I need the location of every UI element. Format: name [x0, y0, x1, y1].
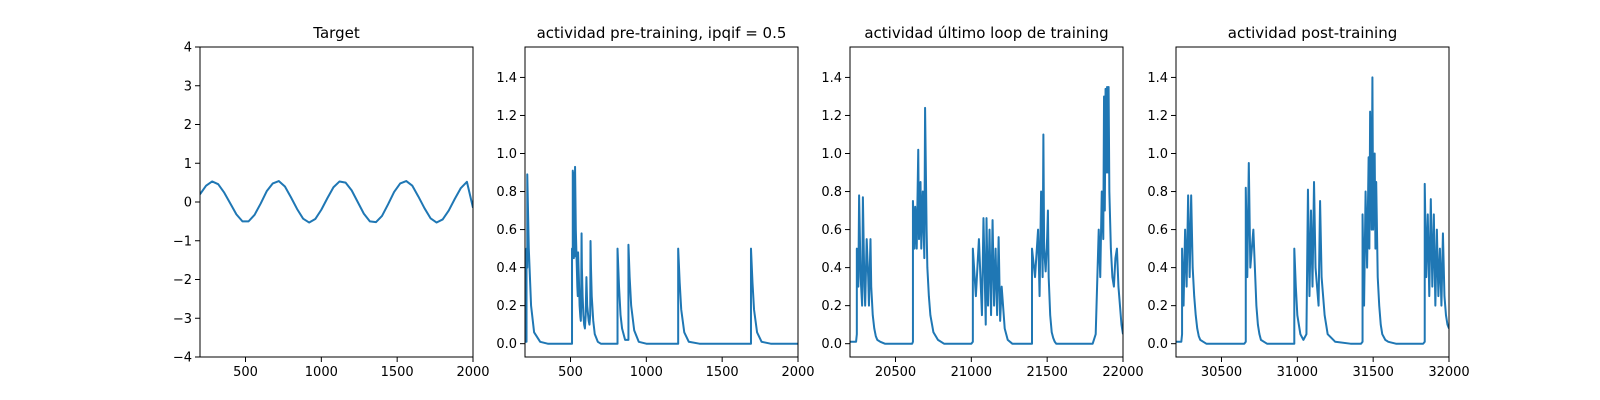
y-tick-label: −1	[173, 234, 192, 249]
x-tick-label: 20500	[875, 365, 916, 380]
y-tick-label: −4	[173, 351, 192, 366]
panel-title: Target	[312, 24, 360, 42]
panel-pre-training: actividad pre-training, ipqif = 0.5 500 1…	[496, 24, 814, 380]
y-tick-label: 0.0	[821, 337, 842, 352]
y-tick-label: 0.6	[496, 223, 517, 238]
y-tick-label: 1.4	[496, 71, 517, 86]
y-tick-label: 0.8	[496, 185, 517, 200]
y-tick-label: 0.6	[1147, 223, 1168, 238]
y-tick-label: 0.8	[1147, 185, 1168, 200]
x-tick-label: 22000	[1102, 365, 1143, 380]
y-tick-label: 0.8	[821, 185, 842, 200]
series-line	[525, 165, 798, 345]
x-tick-label: 2000	[781, 365, 814, 380]
axes-frame	[199, 46, 474, 358]
y-tick-label: 1.0	[821, 147, 842, 162]
x-tick-label: 21000	[951, 365, 992, 380]
y-tick-label: 0.0	[1147, 337, 1168, 352]
axes-frame	[524, 46, 799, 358]
y-tick-label: 1.0	[496, 147, 517, 162]
y-tick-label: 1.2	[1147, 109, 1168, 124]
y-tick-label: 3	[184, 79, 192, 94]
x-tick-label: 500	[233, 365, 258, 380]
series-line	[1176, 76, 1449, 345]
y-tick-label: 2	[184, 118, 192, 133]
y-tick-label: 0.2	[821, 299, 842, 314]
panel-title: actividad post-training	[1228, 24, 1397, 42]
x-tick-label: 1000	[630, 365, 663, 380]
x-tick-label: 31000	[1277, 365, 1318, 380]
x-tick-label: 30500	[1201, 365, 1242, 380]
y-tick-label: 0.2	[1147, 299, 1168, 314]
x-tick-label: 21500	[1026, 365, 1067, 380]
y-tick-label: 1.2	[496, 109, 517, 124]
y-tick-label: 0.4	[496, 261, 517, 276]
y-tick-label: 1	[184, 157, 192, 172]
y-tick-label: 4	[184, 41, 192, 56]
y-tick-label: 1.0	[1147, 147, 1168, 162]
x-tick-label: 1500	[381, 365, 414, 380]
y-tick-label: 1.4	[821, 71, 842, 86]
axes-frame	[849, 46, 1124, 358]
y-tick-label: −3	[173, 312, 192, 327]
panel-last-training-loop: actividad último loop de training 20500 2…	[821, 24, 1143, 380]
y-tick-label: 0.6	[821, 223, 842, 238]
y-tick-label: 1.4	[1147, 71, 1168, 86]
panel-title: actividad pre-training, ipqif = 0.5	[537, 24, 787, 42]
axes-frame	[1175, 46, 1450, 358]
x-tick-label: 31500	[1352, 365, 1393, 380]
y-tick-label: 0.4	[821, 261, 842, 276]
x-tick-label: 32000	[1428, 365, 1469, 380]
panel-post-training: actividad post-training 30500 31000 31500 3…	[1147, 24, 1469, 380]
panel-title: actividad último loop de training	[864, 24, 1108, 42]
y-tick-label: −2	[173, 273, 192, 288]
y-tick-label: 0.0	[496, 337, 517, 352]
y-tick-label: 1.2	[821, 109, 842, 124]
panel-target: Target 500 1000 1500 2000 −4 −3 −2 −1 0 1 2 3 4	[173, 24, 490, 380]
series-line	[850, 85, 1123, 345]
x-tick-label: 2000	[456, 365, 489, 380]
y-tick-label: 0.2	[496, 299, 517, 314]
x-tick-label: 1000	[305, 365, 338, 380]
x-tick-label: 1500	[706, 365, 739, 380]
y-tick-label: 0.4	[1147, 261, 1168, 276]
series-line	[200, 180, 473, 224]
y-tick-label: 0	[184, 196, 192, 211]
x-tick-label: 500	[558, 365, 583, 380]
